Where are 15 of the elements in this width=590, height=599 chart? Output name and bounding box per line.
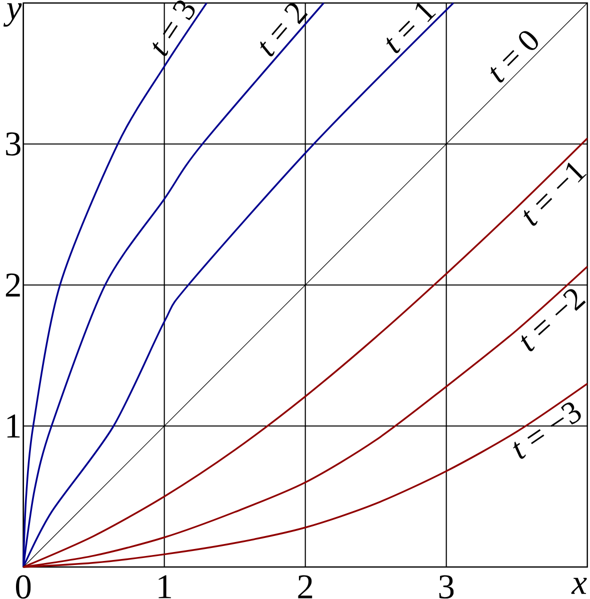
text: t = −1	[524, 162, 586, 226]
y-tick-label: 2	[6, 274, 20, 296]
y-tick-label: 3	[6, 132, 20, 156]
text: t = −2	[520, 289, 586, 352]
x-tick-label: 2	[298, 575, 312, 598]
x-tick-label: 3	[439, 575, 454, 599]
text: t = 2	[260, 3, 308, 56]
x-axis-title: x	[571, 578, 587, 594]
text: t = 0	[490, 31, 538, 83]
text: t = 1	[386, 2, 436, 54]
x-tick-label: 0	[16, 575, 31, 599]
x-tick-label: 1	[158, 575, 171, 598]
y-axis-title: y	[3, 3, 22, 27]
y-tick-label: 1	[7, 414, 20, 438]
text: t = −3	[513, 402, 581, 459]
